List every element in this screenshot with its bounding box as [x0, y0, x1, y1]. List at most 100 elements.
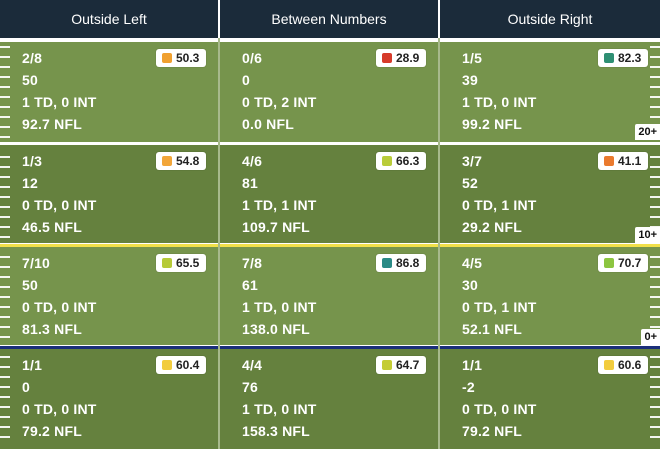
completions-attempts: 1/3: [22, 153, 43, 169]
grade-badge: 54.8: [156, 152, 206, 170]
hash-mark: [0, 426, 10, 428]
column-divider: [438, 38, 440, 449]
yard-line: [0, 38, 660, 42]
nfl-rating: 79.2 NFL: [22, 423, 82, 439]
zone-cell[interactable]: 1/1 -2 0 TD, 0 INT 79.2 NFL 60.6: [440, 349, 660, 449]
grade-color-swatch: [604, 53, 614, 63]
hash-mark: [650, 326, 660, 328]
hash-mark: [0, 336, 10, 338]
hash-mark: [650, 386, 660, 388]
hash-mark: [0, 96, 10, 98]
hash-mark: [650, 286, 660, 288]
column-header-bar: Outside Left Between Numbers Outside Rig…: [0, 0, 660, 38]
hash-mark: [650, 106, 660, 108]
field-band-2: [0, 145, 660, 243]
grade-value: 70.7: [618, 256, 642, 270]
yards: 52: [462, 175, 478, 191]
zone-cell[interactable]: 1/3 12 0 TD, 0 INT 46.5 NFL 54.8: [0, 145, 216, 243]
hash-mark: [0, 256, 10, 258]
grade-color-swatch: [604, 360, 614, 370]
hash-mark: [650, 316, 660, 318]
grade-color-swatch: [162, 258, 172, 268]
completions-attempts: 4/5: [462, 255, 483, 271]
hash-mark: [650, 76, 660, 78]
grade-color-swatch: [382, 360, 392, 370]
td-int: 0 TD, 0 INT: [462, 401, 537, 417]
hash-mark: [650, 296, 660, 298]
zone-cell[interactable]: 0/6 0 0 TD, 2 INT 0.0 NFL 28.9: [220, 42, 436, 142]
completions-attempts: 0/6: [242, 50, 263, 66]
yards: 39: [462, 72, 478, 88]
yards: 81: [242, 175, 258, 191]
grade-value: 64.7: [396, 358, 420, 372]
yards: 0: [242, 72, 250, 88]
yards: 76: [242, 379, 258, 395]
zone-cell[interactable]: 7/10 50 0 TD, 0 INT 81.3 NFL 65.5: [0, 247, 216, 345]
hash-mark: [0, 436, 10, 438]
zone-cell[interactable]: 2/8 50 1 TD, 0 INT 92.7 NFL 50.3: [0, 42, 216, 142]
grade-value: 86.8: [396, 256, 420, 270]
grade-badge: 28.9: [376, 49, 426, 67]
completions-attempts: 1/1: [22, 357, 43, 373]
zone-cell[interactable]: 1/1 0 0 TD, 0 INT 79.2 NFL 60.4: [0, 349, 216, 449]
field-band-3: [0, 247, 660, 345]
completions-attempts: 4/4: [242, 357, 263, 373]
hash-mark: [650, 366, 660, 368]
hash-mark: [650, 426, 660, 428]
td-int: 0 TD, 2 INT: [242, 94, 317, 110]
grade-color-swatch: [604, 258, 614, 268]
hash-mark: [0, 76, 10, 78]
completions-attempts: 4/6: [242, 153, 263, 169]
zone-cell[interactable]: 1/5 39 1 TD, 0 INT 99.2 NFL 82.3: [440, 42, 660, 142]
hash-mark: [650, 406, 660, 408]
grade-badge: 50.3: [156, 49, 206, 67]
hash-mark: [0, 196, 10, 198]
hash-mark: [0, 316, 10, 318]
hash-mark: [650, 396, 660, 398]
grade-color-swatch: [604, 156, 614, 166]
yard-range-label: 20+: [635, 124, 660, 140]
hash-mark: [650, 306, 660, 308]
hash-mark: [650, 66, 660, 68]
grade-value: 82.3: [618, 51, 642, 65]
hash-mark: [650, 216, 660, 218]
hash-mark: [0, 56, 10, 58]
yards: 0: [22, 379, 30, 395]
nfl-rating: 158.3 NFL: [242, 423, 310, 439]
td-int: 0 TD, 0 INT: [22, 401, 97, 417]
hash-mark: [0, 406, 10, 408]
zone-cell[interactable]: 3/7 52 0 TD, 1 INT 29.2 NFL 41.1: [440, 145, 660, 243]
completions-attempts: 1/5: [462, 50, 483, 66]
grade-color-swatch: [382, 156, 392, 166]
hash-mark: [0, 386, 10, 388]
hash-mark: [0, 306, 10, 308]
nfl-rating: 79.2 NFL: [462, 423, 522, 439]
hash-mark: [0, 396, 10, 398]
hash-mark: [650, 166, 660, 168]
hash-mark: [0, 106, 10, 108]
yards: 12: [22, 175, 38, 191]
nfl-rating: 109.7 NFL: [242, 219, 310, 235]
header-divider: [218, 0, 220, 38]
nfl-rating: 81.3 NFL: [22, 321, 82, 337]
column-header-outside-right: Outside Right: [507, 11, 593, 27]
grade-value: 54.8: [176, 154, 200, 168]
grade-value: 66.3: [396, 154, 420, 168]
grade-badge: 70.7: [598, 254, 648, 272]
grade-color-swatch: [162, 53, 172, 63]
grade-value: 28.9: [396, 51, 420, 65]
td-int: 0 TD, 1 INT: [462, 197, 537, 213]
zone-cell[interactable]: 4/5 30 0 TD, 1 INT 52.1 NFL 70.7: [440, 247, 660, 345]
zone-cell[interactable]: 4/6 81 1 TD, 1 INT 109.7 NFL 66.3: [220, 145, 436, 243]
grade-badge: 86.8: [376, 254, 426, 272]
nfl-rating: 46.5 NFL: [22, 219, 82, 235]
grade-badge: 64.7: [376, 356, 426, 374]
hash-mark: [650, 376, 660, 378]
zone-cell[interactable]: 7/8 61 1 TD, 0 INT 138.0 NFL 86.8: [220, 247, 436, 345]
zone-cell[interactable]: 4/4 76 1 TD, 0 INT 158.3 NFL 64.7: [220, 349, 436, 449]
grade-color-swatch: [162, 360, 172, 370]
hash-mark: [650, 96, 660, 98]
grade-badge: 65.5: [156, 254, 206, 272]
hash-mark: [650, 46, 660, 48]
yard-range-label: 10+: [635, 227, 660, 243]
